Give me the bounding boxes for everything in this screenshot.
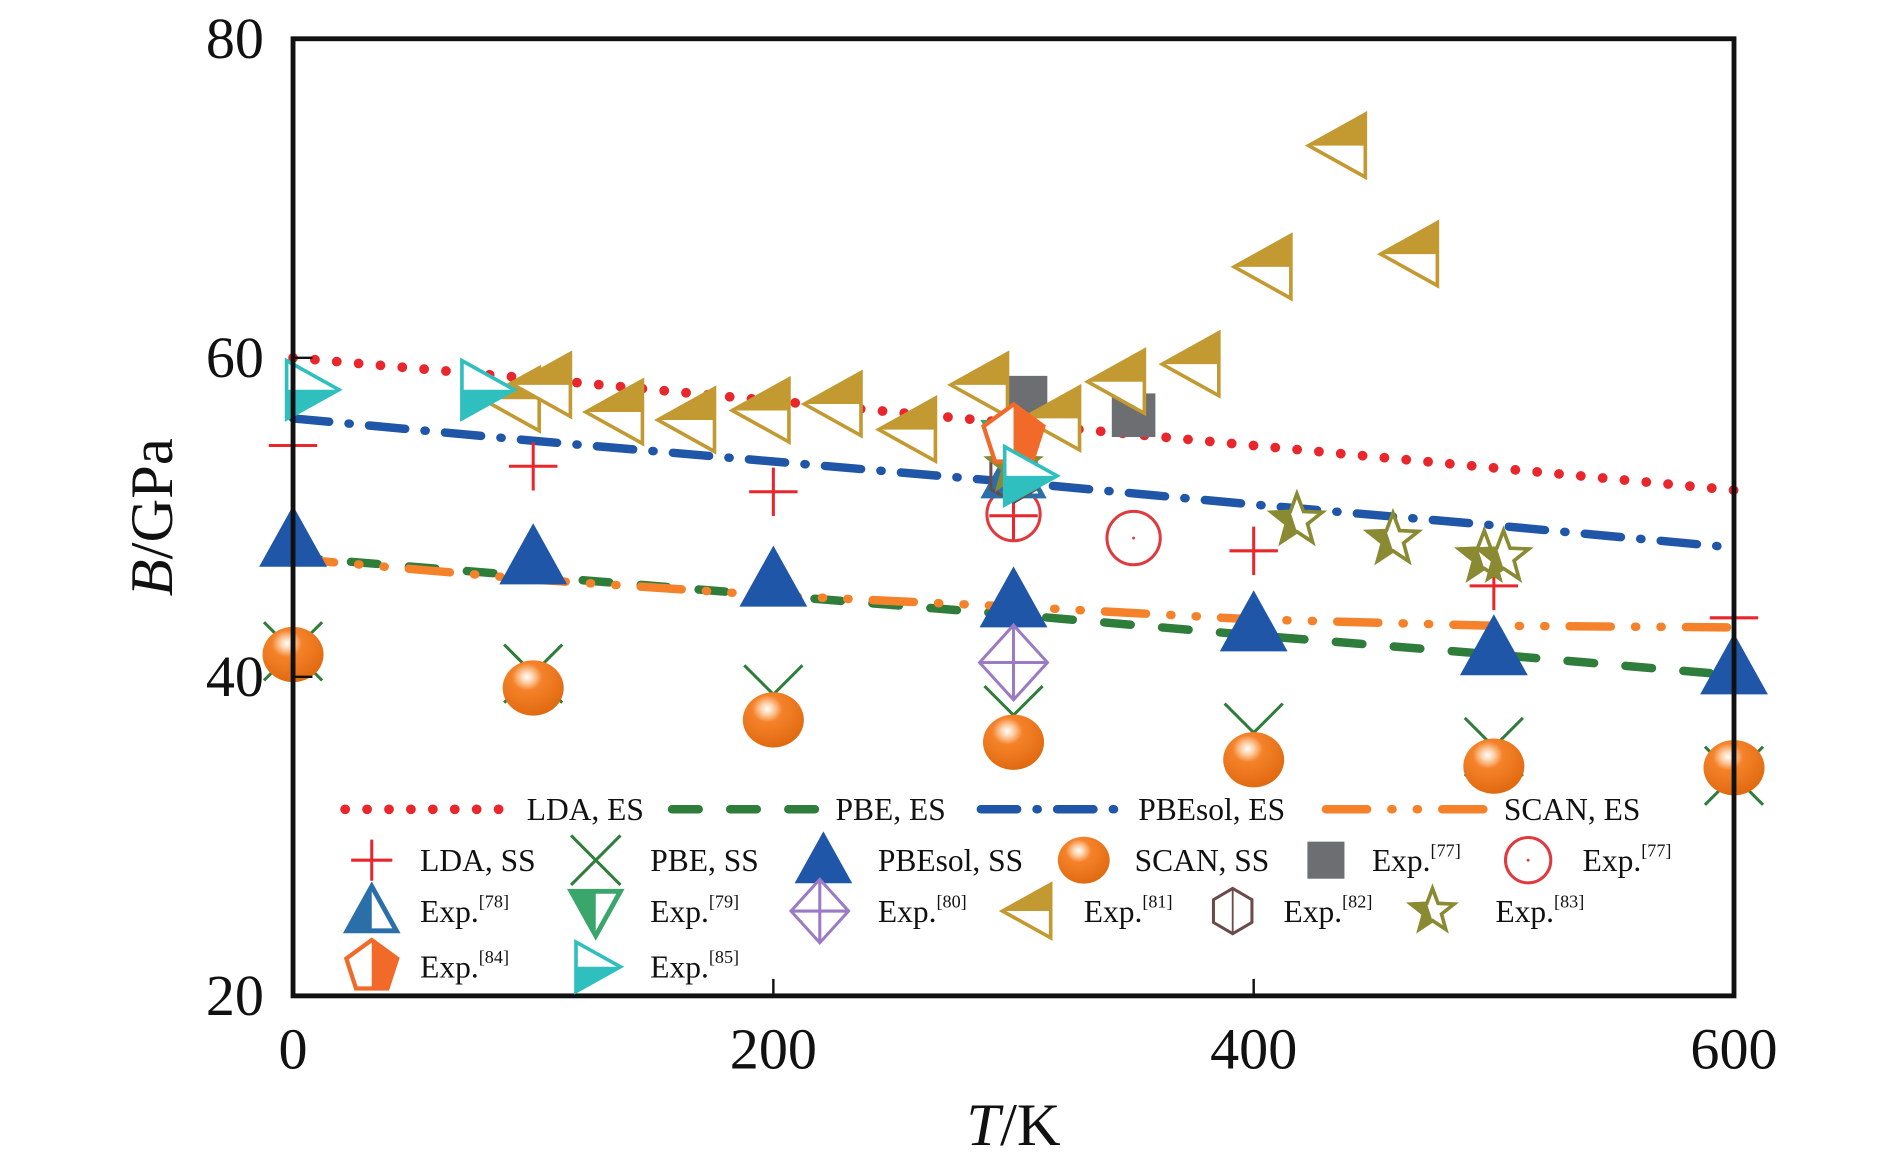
legend-marker-6 xyxy=(342,881,401,934)
legend-label: Exp.[82] xyxy=(1284,891,1373,929)
legend-marker-9 xyxy=(998,881,1053,941)
legend-marker-0 xyxy=(351,839,393,881)
x-tick-label: 0 xyxy=(279,1017,308,1082)
data-point-9 xyxy=(1304,111,1368,181)
legend-label: Exp.[85] xyxy=(650,947,739,985)
legend-label: PBEsol, SS xyxy=(878,843,1023,878)
data-point-8 xyxy=(977,622,1050,703)
legend-marker-12 xyxy=(343,937,400,991)
data-point-9 xyxy=(1376,219,1440,289)
legend-label: LDA, ES xyxy=(527,792,644,827)
data-point-12 xyxy=(981,401,1046,464)
x-axis-label: T/K xyxy=(966,1092,1060,1157)
legend-marker-2 xyxy=(794,831,853,884)
y-tick-label: 60 xyxy=(206,325,264,390)
data-point-0 xyxy=(1229,526,1278,576)
data-point-9 xyxy=(1083,347,1147,417)
legend-marker-3 xyxy=(1057,836,1110,884)
legend-label: SCAN, ES xyxy=(1504,792,1640,827)
data-point-5 xyxy=(1105,509,1162,567)
legend-label: Exp.[78] xyxy=(420,891,509,929)
data-point-2 xyxy=(1459,614,1528,676)
legend-marker-11 xyxy=(1406,883,1459,934)
y-axis-label: B/GPa xyxy=(119,438,186,596)
data-point-13 xyxy=(460,357,518,422)
legend-label: LDA, SS xyxy=(420,843,535,878)
legend-marker-10 xyxy=(1211,886,1254,936)
data-point-9 xyxy=(1230,232,1293,302)
legend-label: Exp.[84] xyxy=(420,947,509,985)
data-point-9 xyxy=(509,350,573,420)
legend-label: PBE, ES xyxy=(836,792,946,827)
x-tick-label: 200 xyxy=(730,1017,817,1082)
legend-label: SCAN, SS xyxy=(1135,843,1270,878)
x-tick-label: 400 xyxy=(1210,1017,1297,1082)
data-point-11 xyxy=(1362,507,1424,566)
plot-frame xyxy=(290,36,1737,999)
data-point-3 xyxy=(1463,738,1525,794)
data-point-9 xyxy=(1019,383,1082,454)
y-tick-label: 40 xyxy=(206,644,264,709)
data-point-9 xyxy=(947,350,1010,420)
legend-label: Exp.[77] xyxy=(1583,841,1672,879)
data-point-9 xyxy=(1158,329,1221,399)
legend-marker-1 xyxy=(569,834,622,886)
data-point-3 xyxy=(742,692,804,748)
data-point-2 xyxy=(499,523,568,585)
legend-label: Exp.[83] xyxy=(1495,891,1584,929)
data-point-13 xyxy=(1002,443,1061,509)
y-tick-label: 80 xyxy=(206,6,264,71)
data-point-11 xyxy=(1473,525,1534,583)
legend-label: Exp.[79] xyxy=(650,891,739,929)
data-point-9 xyxy=(800,369,863,439)
data-point-0 xyxy=(749,467,798,517)
legend-marker-7 xyxy=(566,888,625,941)
legend-marker-8 xyxy=(788,877,851,946)
data-point-9 xyxy=(582,377,645,447)
y-tick-label: 20 xyxy=(206,963,264,1028)
legend-label: Exp.[81] xyxy=(1084,891,1173,929)
data-point-2 xyxy=(739,545,808,607)
x-tick-label: 600 xyxy=(1690,1017,1777,1082)
data-point-9 xyxy=(728,375,791,446)
legend-marker-4 xyxy=(1307,841,1345,879)
data-point-0 xyxy=(508,442,558,491)
legend-label: Exp.[77] xyxy=(1372,841,1461,879)
legend-label: Exp.[80] xyxy=(878,891,967,929)
data-point-9 xyxy=(654,385,717,455)
legend-label: PBEsol, ES xyxy=(1138,792,1285,827)
data-point-3 xyxy=(502,660,564,716)
data-point-11 xyxy=(1266,488,1328,547)
legend-label: PBE, SS xyxy=(650,843,758,878)
data-point-9 xyxy=(875,394,938,465)
data-point-3 xyxy=(983,714,1045,770)
data-point-13 xyxy=(284,357,343,422)
legend-marker-13 xyxy=(574,938,625,995)
legend-marker-5 xyxy=(1503,836,1553,885)
data-point-2 xyxy=(979,566,1048,628)
data-point-2 xyxy=(1219,590,1288,652)
data-point-3 xyxy=(1223,732,1285,788)
